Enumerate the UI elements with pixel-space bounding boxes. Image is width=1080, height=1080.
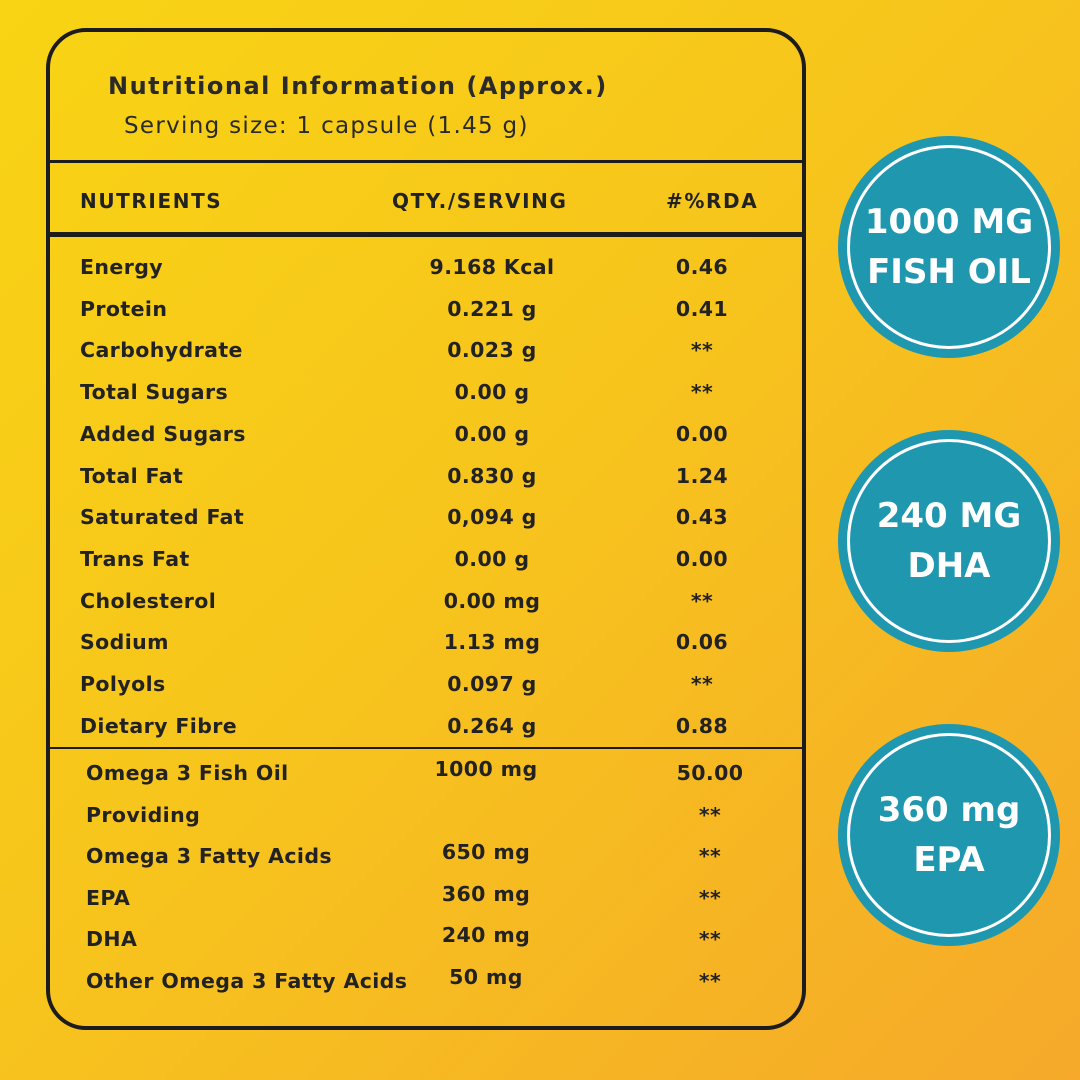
nutrient-name: Dietary Fibre (80, 714, 238, 738)
nutrient-qty: 0.264 g (447, 714, 537, 738)
omega-rda: ** (698, 886, 722, 910)
badge-line: DHA (907, 546, 991, 586)
omega-rda: ** (698, 927, 722, 951)
nutrient-name: Polyols (80, 672, 166, 696)
nutrient-rda: 0.43 (675, 505, 729, 529)
nutrient-rda: ** (690, 380, 714, 404)
omega-rda: 50.00 (676, 761, 744, 785)
omega-qty: 1000 mg (434, 757, 538, 781)
nutrient-name: Total Fat (80, 464, 184, 488)
nutrient-name: Cholesterol (80, 589, 217, 613)
nutrient-rda: 0.46 (675, 255, 729, 279)
nutrient-rda: 0.00 (675, 547, 729, 571)
nutrient-name: Total Sugars (80, 380, 229, 404)
omega-name: Omega 3 Fatty Acids (86, 844, 332, 868)
nutrient-rda: 0.41 (675, 297, 729, 321)
omega-name: DHA (86, 927, 138, 951)
omega-rda: ** (698, 969, 722, 993)
omega-rda: ** (698, 844, 722, 868)
nutrient-qty: 0,094 g (447, 505, 537, 529)
nutrient-qty: 0.00 g (454, 547, 530, 571)
serving-size: Serving size: 1 capsule (1.45 g) (124, 113, 529, 139)
omega-rda: ** (698, 803, 722, 827)
header-rda: #%RDA (666, 189, 759, 213)
omega-name: Other Omega 3 Fatty Acids (86, 969, 408, 993)
badge-line: 240 MG (876, 496, 1022, 536)
divider (50, 160, 802, 163)
nutrient-name: Sodium (80, 630, 169, 654)
nutrient-rda: 0.88 (675, 714, 729, 738)
header-nutrients: NUTRIENTS (80, 189, 223, 213)
nutrient-rda: 1.24 (675, 464, 729, 488)
badge-line: FISH OIL (867, 252, 1031, 292)
omega-name: EPA (86, 886, 131, 910)
omega-name: Providing (86, 803, 201, 827)
nutrient-qty: 0.097 g (447, 672, 537, 696)
badge-line: 360 mg (877, 790, 1021, 830)
omega-qty: 50 mg (449, 965, 523, 989)
nutrient-qty: 0.00 g (454, 380, 530, 404)
nutrient-qty: 0.00 g (454, 422, 530, 446)
nutrient-name: Added Sugars (80, 422, 246, 446)
badge-dha: 240 MG DHA (838, 430, 1060, 652)
nutrient-rda: 0.06 (675, 630, 729, 654)
omega-qty: 240 mg (441, 923, 531, 947)
nutrient-name: Energy (80, 255, 164, 279)
divider (50, 747, 802, 749)
badge-fish-oil: 1000 MG FISH OIL (838, 136, 1060, 358)
omega-qty: 650 mg (441, 840, 531, 864)
badge-line: 1000 MG (864, 202, 1034, 242)
nutrient-rda: ** (690, 338, 714, 362)
nutrient-qty: 0.00 mg (443, 589, 541, 613)
omega-name: Omega 3 Fish Oil (86, 761, 289, 785)
nutrient-rda: 0.00 (675, 422, 729, 446)
panel-title: Nutritional Information (Approx.) (108, 72, 608, 100)
divider (50, 232, 802, 237)
nutrient-rda: ** (690, 589, 714, 613)
nutrient-name: Saturated Fat (80, 505, 245, 529)
nutrient-name: Trans Fat (80, 547, 190, 571)
badge-line: EPA (913, 840, 985, 880)
header-qty: QTY./SERVING (392, 189, 568, 213)
nutrient-qty: 1.13 mg (443, 630, 541, 654)
nutrient-rda: ** (690, 672, 714, 696)
nutrient-qty: 0.023 g (447, 338, 537, 362)
nutrient-qty: 0.830 g (447, 464, 537, 488)
omega-qty: 360 mg (441, 882, 531, 906)
nutrient-name: Protein (80, 297, 168, 321)
badge-epa: 360 mg EPA (838, 724, 1060, 946)
nutrition-panel: Nutritional Information (Approx.) Servin… (46, 28, 806, 1030)
nutrient-qty: 0.221 g (447, 297, 537, 321)
nutrient-name: Carbohydrate (80, 338, 243, 362)
nutrient-qty: 9.168 Kcal (429, 255, 555, 279)
